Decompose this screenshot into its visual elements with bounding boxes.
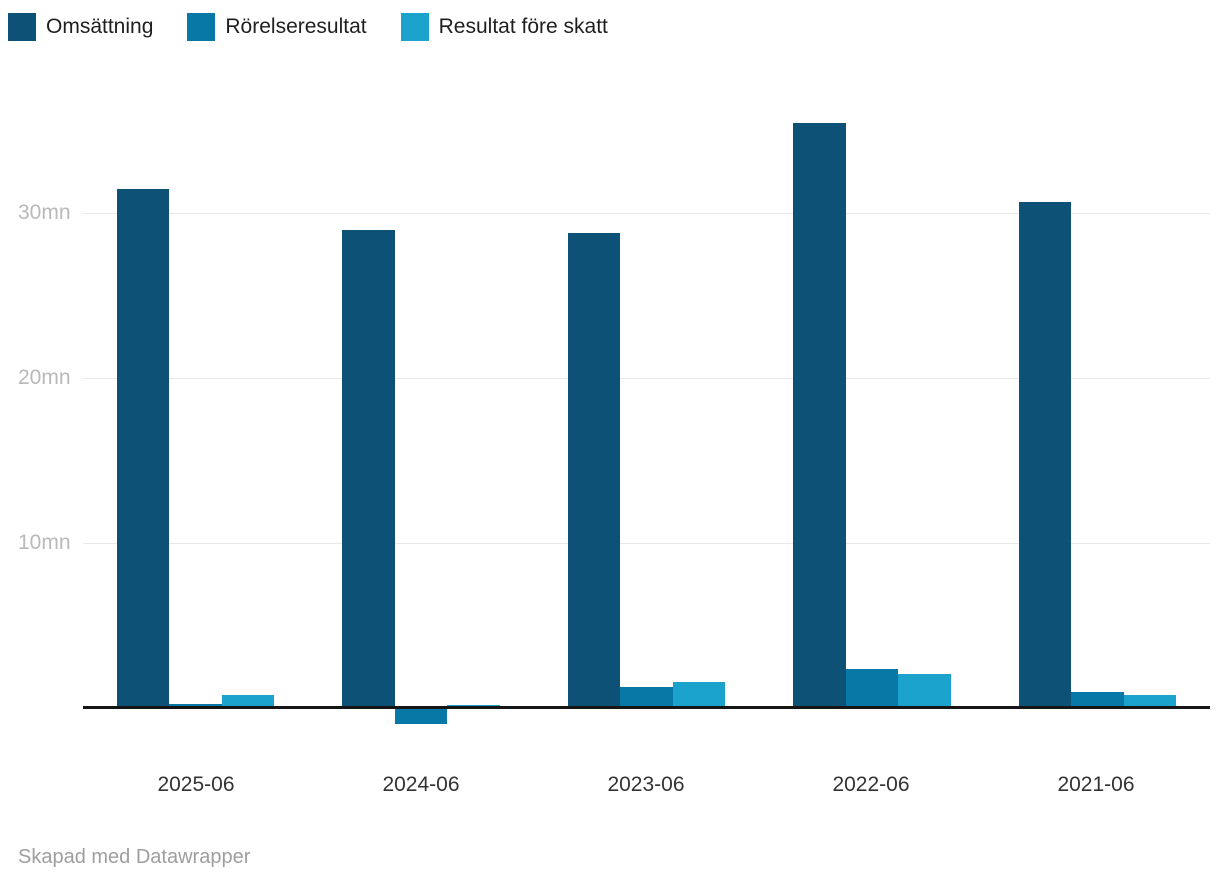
legend-label-omsattning: Omsättning (46, 15, 154, 38)
legend-item-rorelseresultat: Rörelseresultat (187, 13, 367, 41)
bar (672, 682, 726, 707)
legend-item-omsattning: Omsättning (8, 13, 153, 41)
bar (221, 695, 275, 707)
bar (394, 709, 448, 724)
x-axis-label-2023-06: 2023-06 (607, 773, 685, 796)
bar (1018, 202, 1072, 707)
zero-axis-line (83, 706, 1210, 709)
legend-label-rorelseresultat: Rörelseresultat (225, 15, 367, 38)
y-axis-tick-30mn: 30mn (18, 201, 71, 224)
bar (793, 122, 846, 707)
bar (845, 669, 899, 707)
footer-credit: Skapad med Datawrapper (18, 846, 251, 868)
bar (1071, 692, 1124, 707)
legend-label-resultat-fore-skatt: Resultat före skatt (438, 15, 608, 38)
bar (169, 703, 222, 707)
bar (116, 188, 170, 707)
legend-swatch-omsattning (8, 13, 36, 41)
gridline-10mn (83, 543, 1210, 544)
x-axis-label-2024-06: 2024-06 (382, 773, 460, 796)
gridline-30mn (83, 213, 1210, 214)
legend-swatch-rorelseresultat (187, 13, 216, 41)
x-axis-label-2022-06: 2022-06 (832, 773, 910, 796)
bar (342, 230, 395, 707)
gridline-20mn (83, 378, 1210, 379)
x-axis-label-2021-06: 2021-06 (1057, 773, 1135, 796)
bar (1123, 695, 1177, 707)
bar (620, 687, 673, 707)
bar (567, 233, 621, 707)
legend: Omsättning Rörelseresultat Resultat före… (8, 13, 608, 41)
x-axis-label-2025-06: 2025-06 (157, 773, 235, 796)
legend-item-resultat-fore-skatt: Resultat före skatt (400, 13, 608, 41)
y-axis-tick-20mn: 20mn (18, 366, 71, 389)
bar (898, 674, 951, 707)
y-axis-tick-10mn: 10mn (18, 531, 71, 554)
legend-swatch-resultat-fore-skatt (400, 13, 429, 41)
